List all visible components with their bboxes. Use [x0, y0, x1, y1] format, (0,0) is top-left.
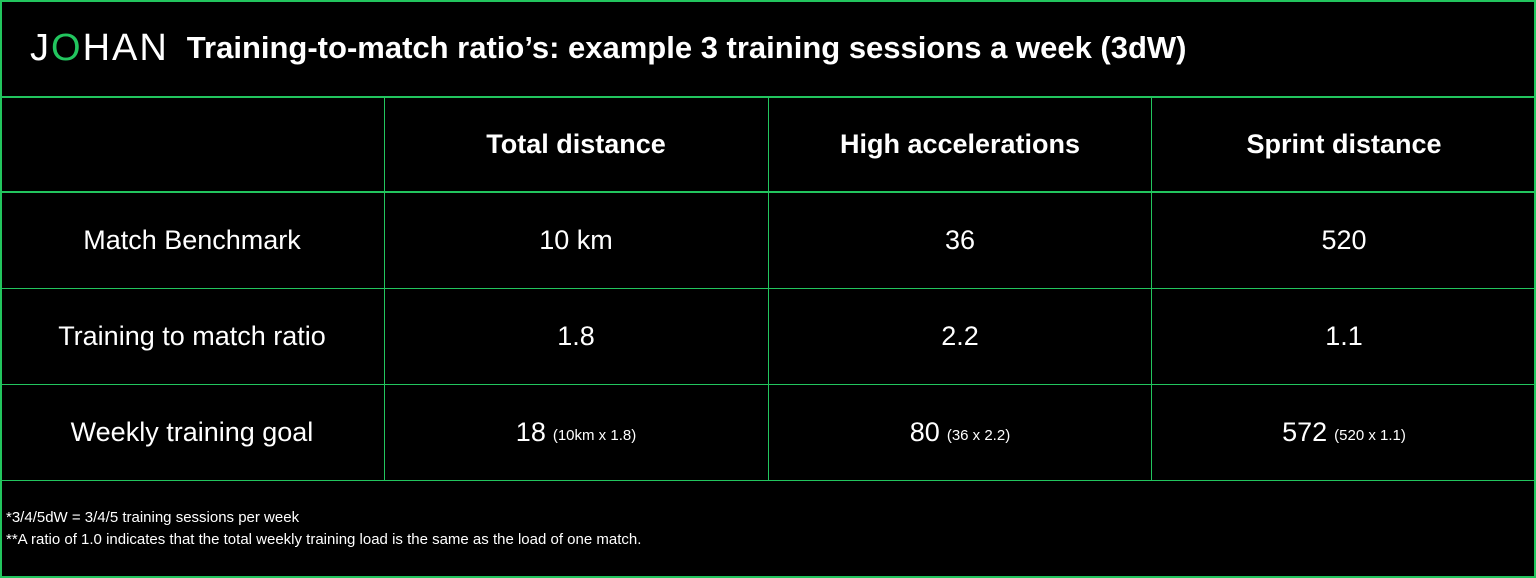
title: Training-to-match ratio’s: example 3 tra… — [186, 30, 1187, 65]
cell-value: 2.2 — [941, 320, 979, 351]
header: JOHAN Training-to-match ratio’s: example… — [30, 0, 1187, 96]
column-header: High accelerations — [839, 128, 1081, 159]
cell-value: 572 — [1282, 416, 1328, 447]
logo-accent: O — [51, 26, 83, 69]
cell-value: 1.8 — [557, 320, 595, 351]
row-label: Match Benchmark — [83, 224, 301, 255]
divider — [768, 96, 769, 480]
cell: 36 — [768, 192, 1152, 288]
cell-value: 10 km — [539, 224, 613, 255]
column-header: Sprint distance — [1246, 128, 1442, 159]
logo-text: HAN — [82, 26, 169, 69]
cell-value: 80 — [909, 416, 940, 447]
cell: 10 km — [384, 192, 768, 288]
cell: 572 (520 x 1.1) — [1152, 384, 1536, 480]
cell: 1.8 — [384, 288, 768, 384]
cell: 520 — [1152, 192, 1536, 288]
row-label: Weekly training goal — [70, 416, 314, 447]
footnote: **A ratio of 1.0 indicates that the tota… — [6, 531, 642, 548]
column-header: Total distance — [486, 128, 666, 159]
divider — [384, 96, 385, 480]
logo: JOHAN — [30, 27, 169, 70]
cell-value: 18 — [515, 416, 546, 447]
cell: 1.1 — [1152, 288, 1536, 384]
cell-value: 520 — [1321, 224, 1367, 255]
footnote: *3/4/5dW = 3/4/5 training sessions per w… — [6, 509, 300, 526]
cell-note: (520 x 1.1) — [1334, 426, 1406, 444]
cell: 80 (36 x 2.2) — [768, 384, 1152, 480]
cell: 18 (10km x 1.8) — [384, 384, 768, 480]
divider — [0, 480, 1536, 481]
divider — [1151, 96, 1152, 480]
cell-note: (36 x 2.2) — [946, 426, 1011, 444]
cell: 2.2 — [768, 288, 1152, 384]
cell-value: 1.1 — [1325, 320, 1363, 351]
cell-value: 36 — [944, 224, 976, 255]
row-label: Training to match ratio — [58, 320, 326, 351]
cell-note: (10km x 1.8) — [552, 426, 637, 444]
logo-text: J — [30, 26, 51, 69]
